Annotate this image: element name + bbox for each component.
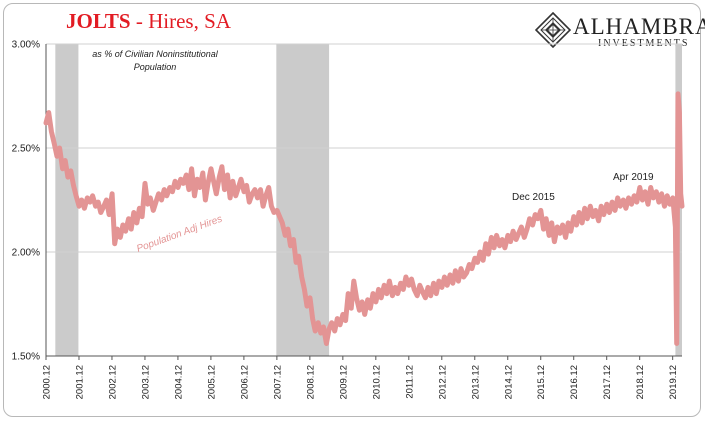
- annotation-dec-2015: Dec 2015: [512, 192, 555, 203]
- x-tick-label-10: 2010.12: [371, 365, 382, 399]
- x-tick-label-13: 2013.12: [470, 365, 481, 399]
- series-label-population-adj-hires: Population Adj Hires: [135, 214, 224, 255]
- x-tick-label-2: 2002.12: [107, 365, 118, 399]
- x-tick-label-3: 2003.12: [140, 365, 151, 399]
- x-tick-label-8: 2008.12: [305, 365, 316, 399]
- series-line-0: [43, 91, 685, 346]
- x-tick-label-16: 2016.12: [569, 365, 580, 399]
- x-tick-label-15: 2015.12: [536, 365, 547, 399]
- x-tick-label-7: 2007.12: [272, 365, 283, 399]
- x-tick-label-5: 2005.12: [206, 365, 217, 399]
- recession-band-1: [276, 44, 330, 356]
- alhambra-logo: ALHAMBRA INVESTMENTS: [533, 12, 705, 50]
- recession-band-0: [55, 44, 79, 356]
- x-tick-label-9: 2009.12: [338, 365, 349, 399]
- x-tick-label-17: 2017.12: [602, 365, 613, 399]
- annotation-apr-2019: Apr 2019: [613, 172, 654, 183]
- logo-name: ALHAMBRA: [573, 14, 705, 39]
- chart-title: JOLTS - Hires, SA: [66, 9, 231, 34]
- subtitle-note-line1: as % of Civilian Noninstitutional: [92, 49, 219, 59]
- x-tick-label-0: 2000.12: [42, 365, 53, 399]
- x-tick-label-1: 2001.12: [74, 365, 85, 399]
- chart-title-main: JOLTS: [66, 9, 131, 33]
- y-tick-label-3: 3.00%: [12, 40, 40, 51]
- x-tick-label-4: 2004.12: [173, 365, 184, 399]
- subtitle-note-line2: Population: [134, 62, 177, 72]
- x-tick-label-6: 2006.12: [239, 365, 250, 399]
- x-tick-label-14: 2014.12: [503, 365, 514, 399]
- x-tick-label-18: 2018.12: [635, 365, 646, 399]
- y-tick-label-1: 2.00%: [12, 248, 40, 259]
- y-tick-label-2: 2.50%: [12, 144, 40, 155]
- chart-title-sub: - Hires, SA: [130, 9, 231, 33]
- x-tick-label-19: 2019.12: [668, 365, 679, 399]
- x-tick-label-12: 2012.12: [437, 365, 448, 399]
- y-tick-label-0: 1.50%: [12, 352, 40, 363]
- alhambra-diamond-icon: [535, 12, 571, 48]
- x-tick-label-11: 2011.12: [404, 365, 415, 399]
